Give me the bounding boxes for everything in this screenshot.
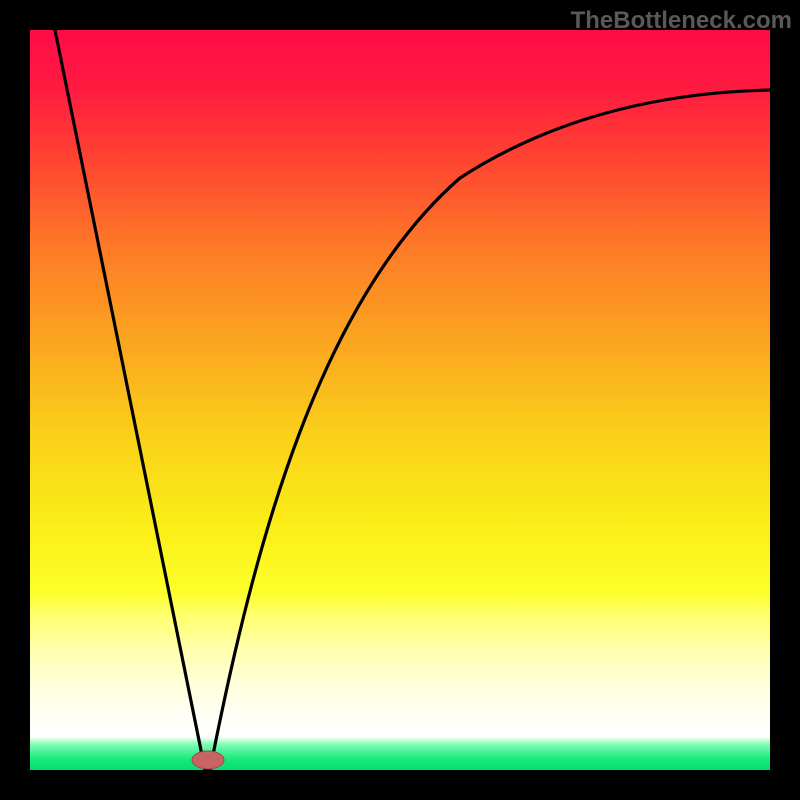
watermark-text: TheBottleneck.com [571, 7, 792, 34]
plot-background [30, 30, 770, 770]
chart-container: TheBottleneck.com [0, 0, 800, 800]
bottleneck-chart: TheBottleneck.com [0, 0, 800, 800]
minimum-marker [192, 751, 224, 769]
